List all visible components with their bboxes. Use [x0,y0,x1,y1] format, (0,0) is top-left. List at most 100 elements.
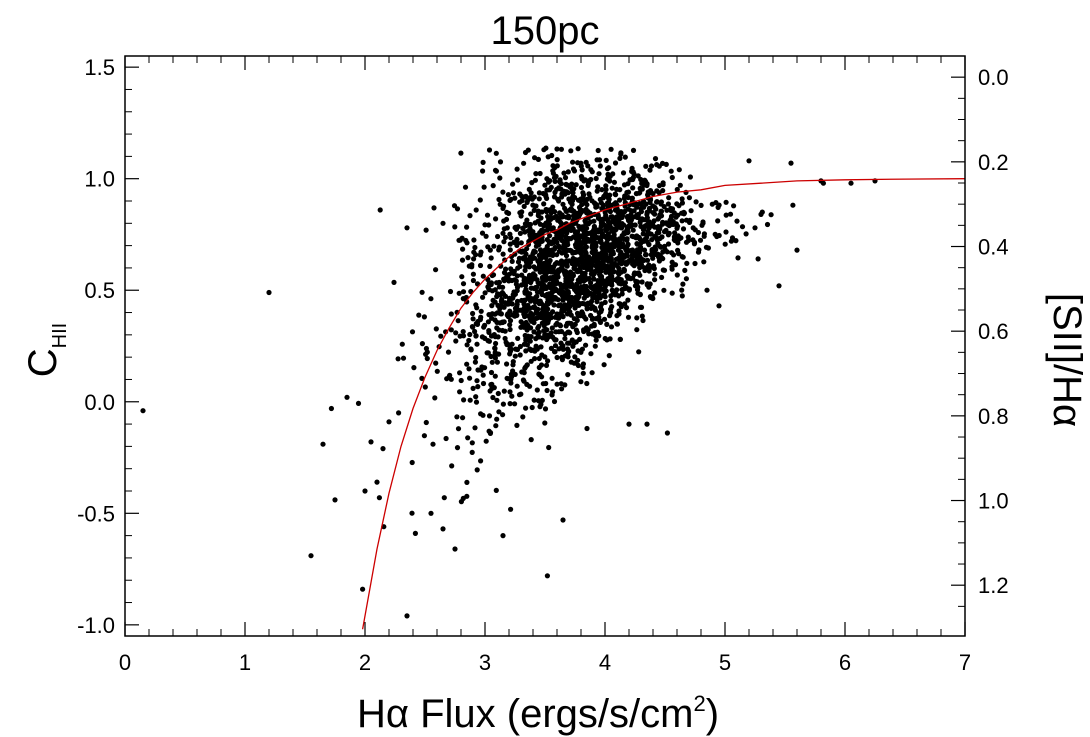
data-point [610,290,616,296]
data-point [544,187,550,193]
data-point [504,225,510,231]
data-point [493,340,499,347]
data-point [475,384,481,390]
data-point [522,364,529,370]
data-point [677,182,683,188]
data-point [569,208,575,214]
data-point [527,279,533,285]
data-point [421,433,427,439]
data-point [543,277,549,283]
data-point [673,214,679,220]
data-point [649,248,655,254]
data-point [755,256,761,262]
data-point [624,189,630,196]
data-point [537,372,543,378]
data-point [558,213,564,220]
data-point [583,342,589,348]
data-point [469,440,475,446]
data-point [635,211,642,217]
data-point [671,234,678,240]
y-tick-label: -0.5 [77,501,115,526]
data-point [607,277,613,283]
data-point [578,163,584,169]
data-point [532,220,538,226]
data-point [533,315,539,321]
data-point [590,272,596,278]
data-point [412,530,418,537]
data-point [443,435,449,442]
data-point [584,425,590,432]
data-point [538,300,545,307]
data-point [579,264,585,270]
data-point [503,339,509,345]
data-point [690,237,696,243]
data-point [669,174,675,181]
data-point [507,197,513,203]
x-axis-title-sup: 2 [693,691,705,716]
data-point [468,347,474,353]
data-point [514,236,520,242]
data-point [591,276,597,282]
data-point [460,415,466,421]
data-point [423,227,429,233]
data-point [634,327,640,333]
data-point [612,207,619,213]
data-point [586,178,593,184]
data-point [470,277,476,284]
data-point [459,257,466,263]
data-point [455,426,462,432]
data-point [494,416,500,422]
data-point [545,154,551,160]
data-point [537,404,543,410]
data-point [490,183,496,189]
data-point [514,166,520,172]
data-point [681,210,688,216]
data-point [651,265,657,272]
right-tick-label: 0.6 [978,319,1009,344]
data-point [532,285,539,291]
data-point [608,298,614,304]
data-point [591,331,597,337]
data-point [494,397,500,403]
data-point [532,356,538,362]
data-point [487,263,493,269]
data-point [473,302,479,308]
data-point [609,282,615,288]
data-point [679,287,685,293]
data-point [578,379,584,385]
data-point [536,190,543,196]
data-point [464,479,470,485]
data-point [638,304,645,310]
data-point [606,196,612,203]
data-point [492,355,498,361]
data-point [675,233,681,239]
data-point [507,322,513,328]
data-point [665,232,672,238]
data-point [559,221,565,227]
data-point [532,273,538,279]
data-point [583,221,589,227]
x-tick-label: 0 [119,650,131,675]
data-point [542,406,549,412]
data-point [618,254,625,260]
data-point [454,445,461,451]
data-point [546,217,552,223]
data-point [481,184,487,190]
data-point [622,280,629,286]
data-point [600,202,606,208]
data-point [559,191,565,197]
data-point [658,208,664,214]
data-point [589,238,595,244]
data-point [472,328,478,335]
data-point [377,207,383,213]
data-point [644,282,650,288]
data-point [558,302,564,308]
data-point [411,365,417,371]
data-point [658,213,665,219]
data-point [588,280,594,286]
data-point [507,401,513,407]
data-point [523,348,529,354]
data-point [470,324,476,330]
data-point [619,213,626,219]
